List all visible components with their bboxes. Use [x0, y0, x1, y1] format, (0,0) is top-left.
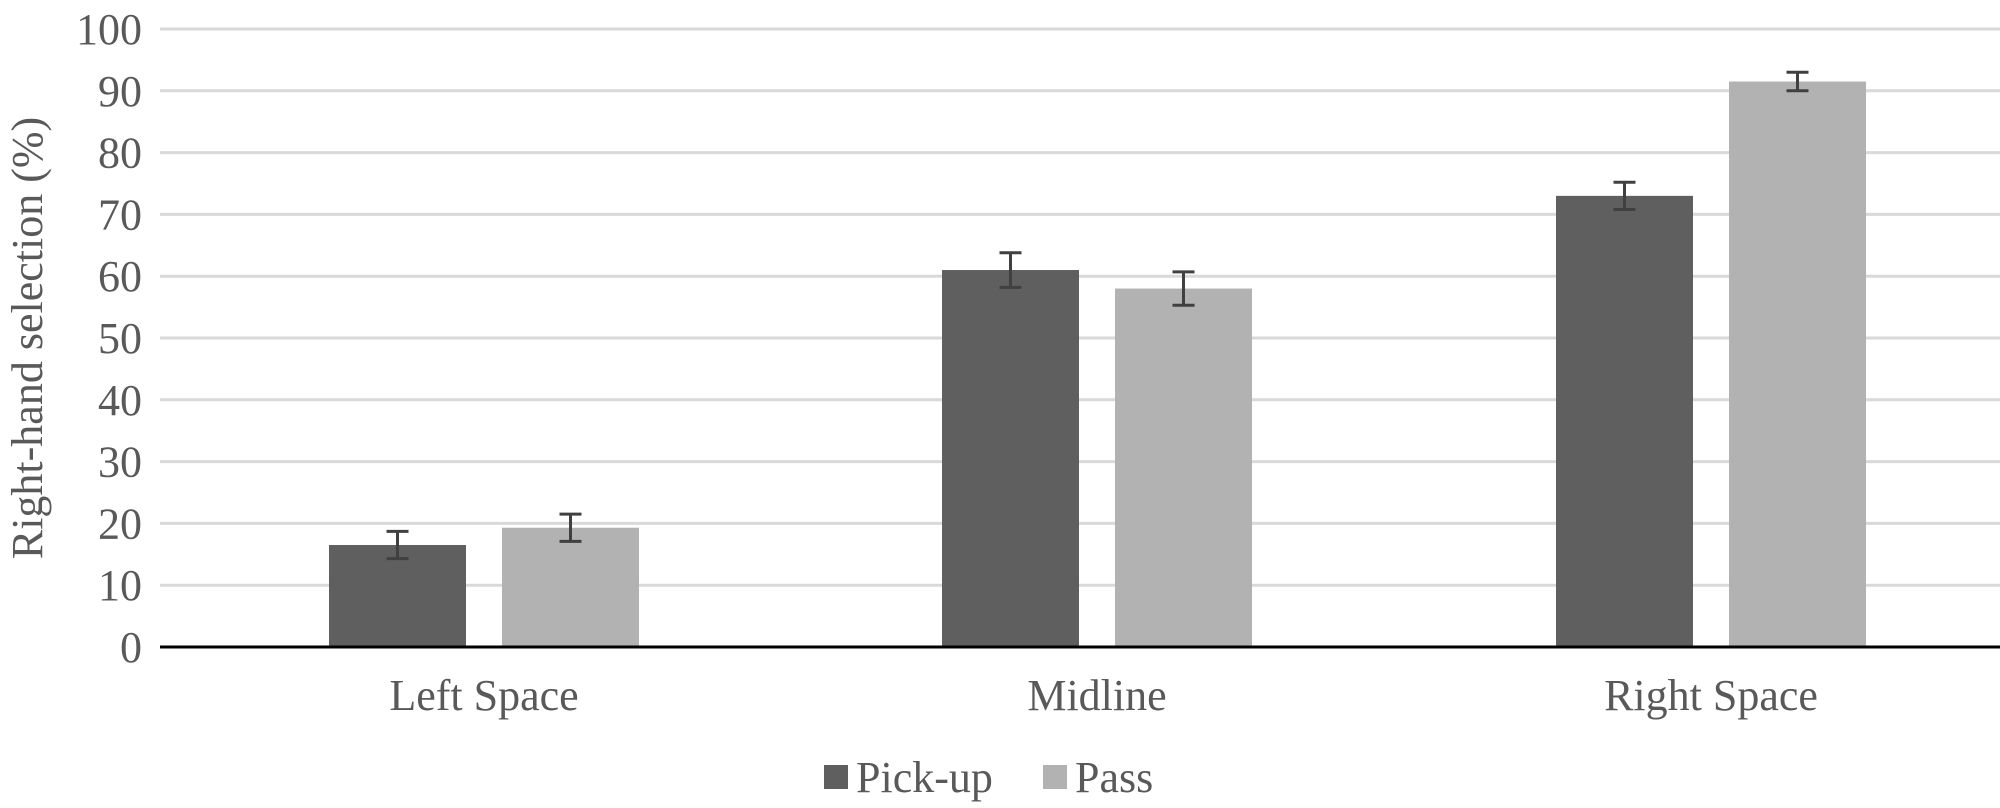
error-bar [1172, 270, 1195, 307]
y-tick-labels: 0 10 20 30 40 50 60 70 80 90 100 [76, 5, 142, 672]
bar-pick-up-1 [942, 270, 1079, 647]
y-tick-label: 40 [98, 376, 142, 425]
error-bar [1613, 180, 1636, 211]
y-tick-label: 0 [120, 623, 142, 672]
legend-swatch [824, 765, 848, 789]
bar-pick-up-0 [329, 545, 466, 647]
legend-label: Pass [1075, 753, 1153, 802]
error-bar [999, 251, 1022, 289]
x-category-labels: Left Space Midline Right Space [389, 671, 1818, 720]
bar-pick-up-2 [1556, 195, 1693, 648]
legend-item-pass: Pass [1043, 753, 1153, 802]
y-tick-label: 70 [98, 190, 142, 239]
y-tick-label: 100 [76, 5, 142, 54]
y-axis-title: Right-hand selection (%) [3, 117, 52, 559]
bars [329, 81, 1866, 648]
bar-pass-1 [1115, 288, 1252, 647]
error-bar [1786, 70, 1809, 93]
bar-pass-2 [1729, 81, 1866, 647]
y-tick-label: 20 [98, 499, 142, 548]
y-tick-label: 90 [98, 67, 142, 116]
x-category-label: Left Space [389, 671, 578, 720]
legend-swatch [1043, 765, 1067, 789]
bar-pass-0 [502, 527, 639, 647]
x-category-label: Right Space [1604, 671, 1818, 720]
legend: Pick-up Pass [824, 753, 1153, 802]
legend-label: Pick-up [856, 753, 993, 802]
error-bar [386, 529, 409, 561]
y-tick-label: 80 [98, 129, 142, 178]
error-bars [386, 70, 1809, 561]
legend-item-pick-up: Pick-up [824, 753, 993, 802]
y-tick-label: 10 [98, 561, 142, 610]
y-tick-label: 60 [98, 252, 142, 301]
gridlines [160, 27, 2000, 587]
error-bar [559, 512, 582, 543]
x-category-label: Midline [1027, 671, 1166, 720]
y-tick-label: 50 [98, 314, 142, 363]
y-tick-label: 30 [98, 438, 142, 487]
